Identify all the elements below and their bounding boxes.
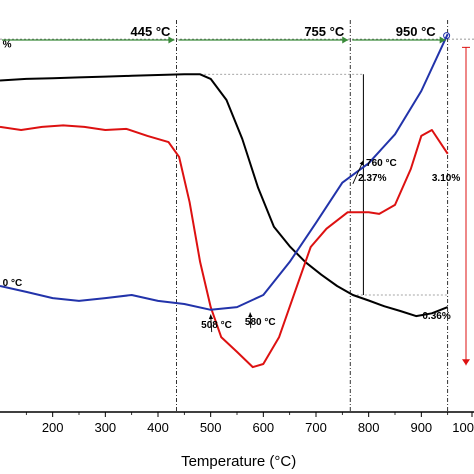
x-axis: 200 300 400 500 600 700 800 900 100 bbox=[0, 411, 474, 435]
annotation-label-7: 0.36% bbox=[422, 311, 450, 322]
stage-label-0: 445 °C bbox=[131, 24, 172, 39]
series-line-red-curve bbox=[0, 124, 449, 369]
x-tick-label-3: 500 bbox=[200, 420, 222, 435]
stage-arrow-head-1 bbox=[342, 36, 349, 44]
stage-label-2: 950 °C bbox=[396, 24, 437, 39]
x-tick-label-5: 700 bbox=[305, 420, 327, 435]
annotation-label-6: 3.10% bbox=[432, 173, 460, 184]
x-tick-label-8: 100 bbox=[452, 420, 474, 435]
x-tick-label-6: 800 bbox=[358, 420, 380, 435]
stage-arrow-head-2 bbox=[439, 36, 446, 44]
annotation-label-4: 760 °C bbox=[366, 158, 397, 169]
pointer-508-head bbox=[208, 314, 214, 320]
x-axis-title: Temperature (°C) bbox=[181, 453, 296, 470]
total-loss-arrow-head bbox=[462, 359, 470, 366]
stage-label-1: 755 °C bbox=[304, 24, 345, 39]
x-tick-label-0: 200 bbox=[42, 420, 64, 435]
annotation-label-5: 2.37% bbox=[358, 173, 386, 184]
annotation-overlay: % 0 °C 508 °C 580 °C 760 °C 2.37% 3.10% 0.36% bbox=[3, 39, 470, 366]
series-line-black-curve bbox=[0, 73, 449, 318]
guide-lines bbox=[0, 20, 474, 412]
stage-layer: 445 °C 755 °C 950 °C bbox=[2, 24, 451, 44]
annotation-label-0: % bbox=[3, 39, 12, 50]
x-tick-label-7: 900 bbox=[410, 420, 432, 435]
x-tick-label-2: 400 bbox=[147, 420, 169, 435]
annotation-label-3: 580 °C bbox=[245, 317, 276, 328]
annotation-label-1: 0 °C bbox=[3, 278, 23, 289]
pointer-580-head bbox=[248, 312, 253, 318]
series-layer bbox=[0, 33, 449, 369]
x-tick-label-1: 300 bbox=[94, 420, 116, 435]
annotation-label-2: 508 °C bbox=[201, 320, 232, 331]
x-tick-label-4: 600 bbox=[252, 420, 274, 435]
pointer-760-head bbox=[359, 160, 364, 166]
stage-arrow-head-0 bbox=[168, 36, 175, 44]
series-line-blue-curve bbox=[0, 33, 449, 311]
blue-curve-end-marker bbox=[443, 32, 451, 40]
